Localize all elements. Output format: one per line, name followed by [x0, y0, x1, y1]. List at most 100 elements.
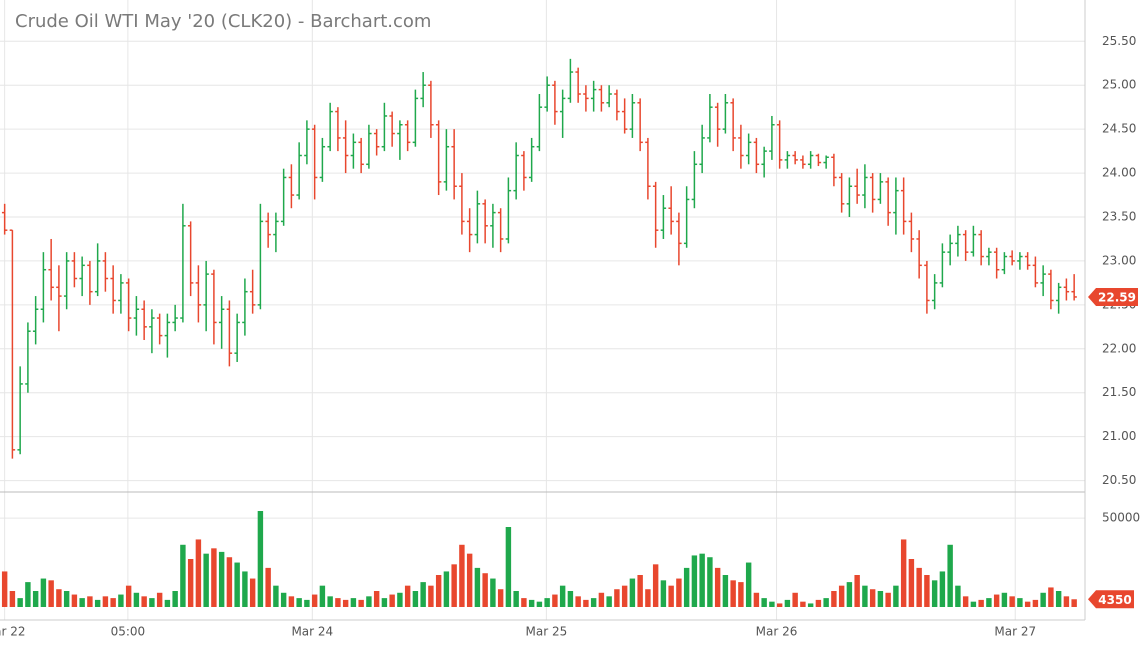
volume-bar	[280, 592, 287, 607]
price-badge	[1088, 287, 1138, 306]
y-tick-label: 23.00	[1102, 253, 1136, 267]
volume-bar	[645, 589, 651, 607]
volume-bar	[1048, 587, 1054, 607]
volume-bar	[304, 599, 310, 607]
y-tick-label: 23.50	[1102, 210, 1136, 224]
volume-bar	[575, 596, 581, 607]
volume-bar	[40, 578, 47, 607]
volume-bar	[87, 596, 93, 607]
volume-badge	[1088, 590, 1134, 609]
volume-bar	[521, 598, 527, 607]
volume-bar	[970, 601, 977, 607]
volume-bar	[877, 591, 884, 607]
volume-bar	[660, 580, 667, 607]
volume-bar	[1024, 601, 1031, 607]
volume-bar	[17, 598, 23, 607]
volume-bar	[908, 559, 915, 607]
volume-bar	[226, 557, 233, 607]
volume-bar	[141, 596, 147, 607]
volume-bar	[552, 594, 558, 607]
volume-bar	[149, 598, 155, 607]
volume-bar	[831, 591, 837, 607]
volume-bar	[459, 544, 465, 607]
volume-bar	[497, 589, 504, 607]
volume-bar	[428, 585, 434, 607]
volume-bar	[1017, 598, 1023, 607]
volume-bar	[606, 596, 612, 607]
volume-bar	[71, 594, 78, 607]
volume-bar	[273, 585, 279, 607]
volume-bar	[962, 596, 969, 607]
volume-bar	[249, 578, 256, 607]
volume-bar	[707, 557, 713, 607]
volume-bar	[900, 539, 907, 607]
volume-bar	[505, 527, 512, 607]
volume-bar	[885, 592, 891, 607]
y-tick-label: 20.50	[1102, 473, 1136, 487]
volume-bar	[544, 598, 550, 607]
volume-bar	[637, 575, 643, 607]
volume-bar	[536, 601, 543, 607]
volume-bar	[420, 582, 426, 607]
volume-bar	[133, 592, 140, 607]
volume-bar	[893, 585, 899, 607]
volume-bar	[466, 553, 473, 607]
volume-bar	[218, 551, 225, 607]
volume-bar	[807, 603, 814, 607]
volume-bar	[583, 599, 589, 607]
y-tick-label: 24.00	[1102, 166, 1136, 180]
volume-bar	[482, 573, 488, 607]
x-tick-label: 05:00	[111, 625, 146, 639]
volume-bar	[691, 555, 698, 607]
volume-bar	[776, 603, 783, 607]
volume-bar	[761, 598, 767, 607]
volume-bar	[435, 575, 442, 607]
volume-bar	[676, 578, 682, 607]
volume-bar	[366, 596, 372, 607]
volume-bar	[319, 585, 326, 607]
volume-bar	[335, 598, 341, 607]
volume-bar	[32, 591, 39, 607]
plot-area	[1, 58, 1077, 607]
volume-bar	[474, 567, 481, 607]
volume-bar	[784, 599, 791, 607]
volume-bar	[25, 582, 31, 607]
y-tick-label: 22.00	[1102, 341, 1136, 355]
volume-bar	[699, 553, 705, 607]
y-tick-label: 25.50	[1102, 34, 1136, 48]
volume-bar	[668, 585, 674, 607]
volume-tick-label: 50000	[1102, 511, 1140, 525]
x-tick-label: Mar 22	[0, 625, 26, 639]
volume-bar	[993, 594, 1000, 607]
volume-bar	[1032, 599, 1039, 607]
volume-bar	[203, 553, 209, 607]
volume-bar	[800, 601, 806, 607]
volume-bar	[311, 594, 318, 607]
volume-bar	[358, 599, 364, 607]
volume-bar	[924, 575, 930, 607]
volume-bar	[652, 564, 659, 607]
volume-bar	[288, 596, 295, 607]
volume-bar	[102, 596, 109, 607]
volume-bar	[1040, 592, 1046, 607]
volume-bar	[211, 548, 217, 607]
volume-badge-label: 4350	[1098, 593, 1131, 607]
volume-bar	[513, 591, 519, 607]
volume-bar	[714, 567, 721, 607]
volume-bar	[180, 544, 186, 607]
volume-bar	[1009, 596, 1015, 607]
x-tick-label: Mar 25	[526, 625, 568, 639]
y-tick-label: 25.00	[1102, 78, 1136, 92]
volume-bar	[265, 567, 271, 607]
volume-bar	[753, 592, 760, 607]
volume-bar	[730, 580, 736, 607]
volume-bar	[389, 594, 395, 607]
volume-bar	[373, 591, 380, 607]
volume-bar	[110, 598, 116, 607]
volume-bar	[862, 585, 868, 607]
y-tick-label: 21.00	[1102, 429, 1136, 443]
volume-bar	[614, 589, 620, 607]
volume-bar	[451, 564, 457, 607]
volume-bar	[242, 571, 248, 607]
